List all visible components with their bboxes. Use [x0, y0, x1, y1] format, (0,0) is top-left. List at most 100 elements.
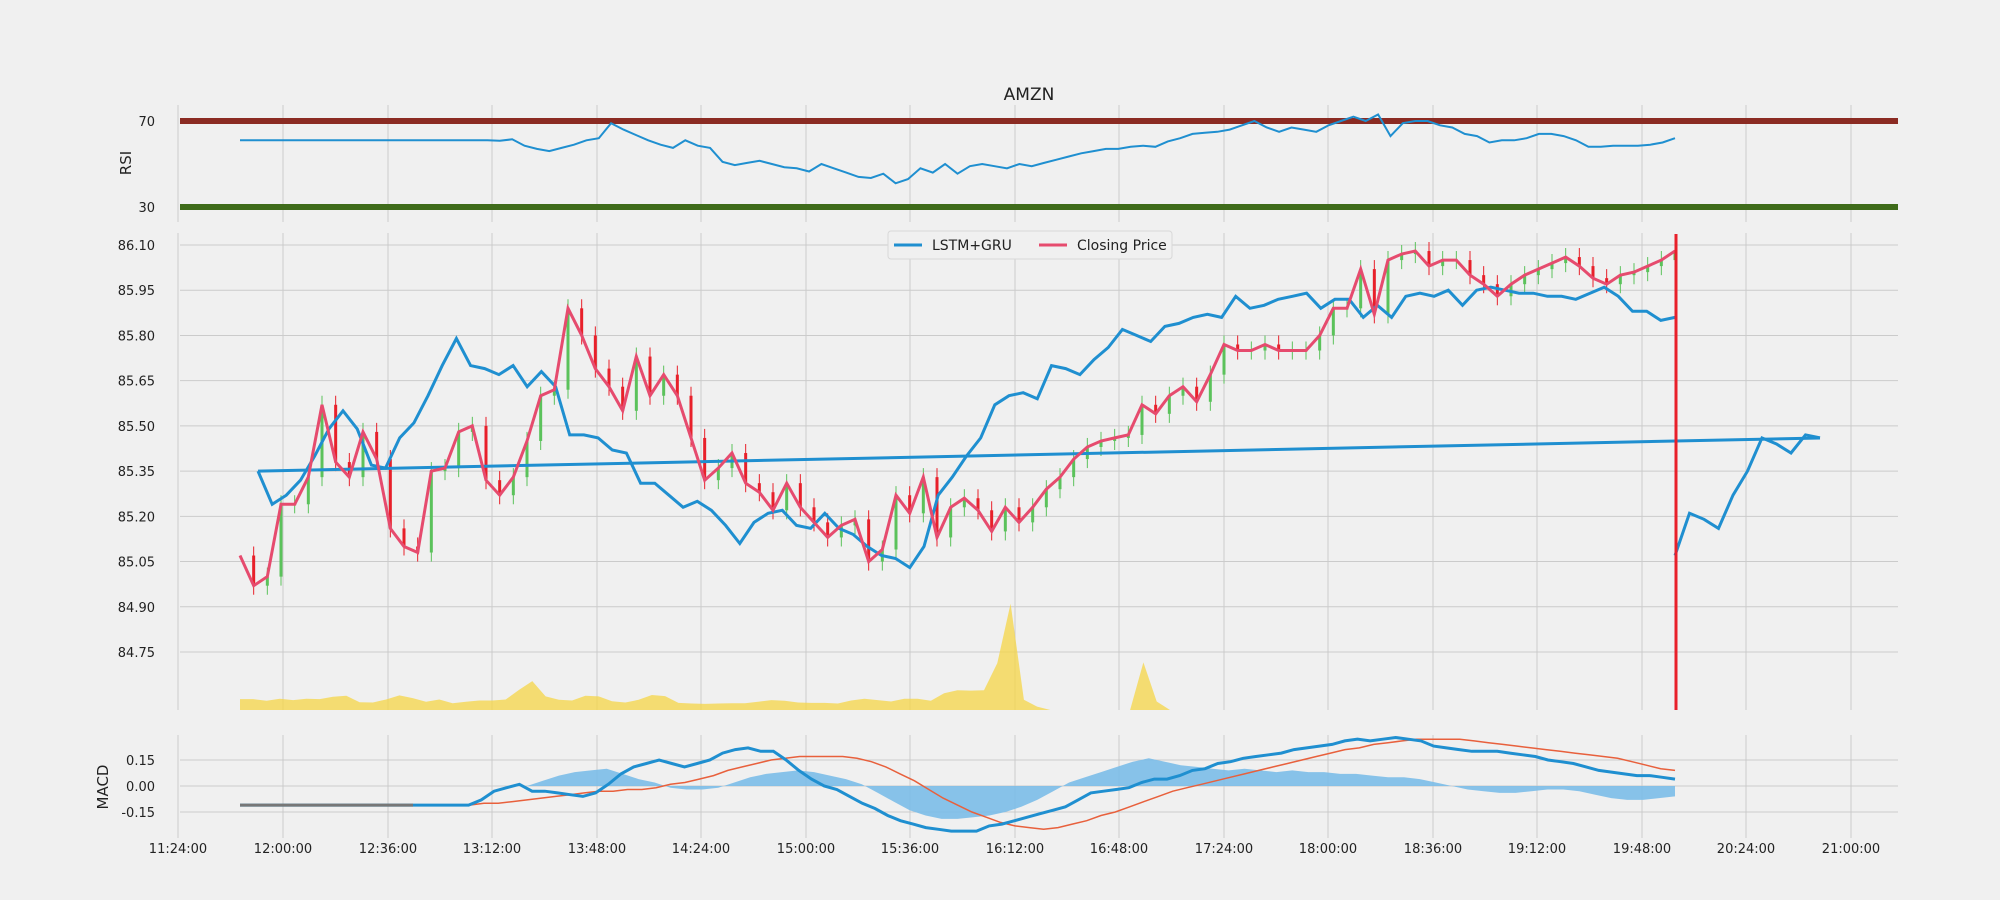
- legend-label-closing-price: Closing Price: [1077, 238, 1167, 254]
- macd-histogram-area: [240, 758, 1675, 819]
- candle-body: [716, 468, 720, 481]
- price-y-tick-label: 84.90: [118, 601, 155, 616]
- lstm-gru-forecast-line: [1673, 433, 1821, 556]
- x-tick-label: 13:48:00: [568, 842, 626, 857]
- candle-body: [1167, 395, 1171, 414]
- candle-body: [1564, 257, 1568, 264]
- candle-body: [757, 483, 761, 493]
- candle-body: [1277, 344, 1281, 351]
- rsi-y-tick-label: 70: [138, 115, 155, 130]
- candle-body: [976, 498, 980, 511]
- candle-body: [1331, 308, 1335, 336]
- price-y-tick-label: 85.65: [118, 375, 155, 390]
- x-tick-label: 12:36:00: [359, 842, 417, 857]
- x-tick-label: 21:00:00: [1822, 842, 1880, 857]
- candle-body: [388, 459, 392, 529]
- candle-body: [1126, 434, 1130, 438]
- candle-body: [908, 495, 912, 514]
- rsi-y-tick-label: 30: [138, 201, 155, 216]
- x-tick-label: 16:12:00: [986, 842, 1044, 857]
- x-tick-label: 16:48:00: [1090, 842, 1148, 857]
- candle-body: [1318, 335, 1322, 351]
- candle-body: [1236, 344, 1240, 351]
- candle-body: [1113, 437, 1117, 441]
- candle-body: [1263, 344, 1267, 351]
- candle-body: [306, 477, 310, 505]
- candle-body: [949, 507, 953, 538]
- candle-body: [935, 477, 939, 538]
- candle-body: [1195, 386, 1199, 402]
- x-tick-label: 18:36:00: [1404, 842, 1462, 857]
- candle-body: [634, 356, 638, 411]
- price-y-tick-label: 85.80: [118, 329, 155, 344]
- candle-body: [1618, 275, 1622, 285]
- candle-body: [1072, 459, 1076, 478]
- candle-body: [1482, 275, 1486, 285]
- candle-body: [1359, 269, 1363, 309]
- macd-signal-line: [240, 738, 1676, 831]
- candle-body: [1099, 440, 1103, 447]
- x-tick-label: 19:48:00: [1613, 842, 1671, 857]
- candle-body: [1605, 278, 1609, 285]
- chart-title: AMZN: [1004, 85, 1055, 105]
- candle-body: [621, 386, 625, 411]
- candle-body: [812, 507, 816, 523]
- macd-y-tick-label: -0.15: [121, 806, 155, 821]
- candle-body: [1468, 260, 1472, 276]
- candle-body: [607, 368, 611, 387]
- rsi-line: [240, 113, 1676, 185]
- candle-body: [798, 483, 802, 508]
- candle-body: [1044, 489, 1048, 508]
- candle-body: [429, 471, 433, 553]
- x-tick-label: 14:24:00: [672, 842, 730, 857]
- legend-label-lstm-gru: LSTM+GRU: [932, 238, 1012, 254]
- candle-body: [962, 498, 966, 508]
- candle-body: [662, 374, 666, 396]
- candle-body: [1646, 266, 1650, 273]
- candle-body: [552, 389, 556, 396]
- macd-y-axis-label: MACD: [94, 765, 112, 810]
- x-tick-label: 15:36:00: [881, 842, 939, 857]
- price-y-tick-label: 85.05: [118, 556, 155, 571]
- candle-body: [525, 440, 529, 478]
- candle-body: [1208, 374, 1212, 402]
- candle-body: [1523, 275, 1527, 285]
- macd-y-tick-label: 0.15: [126, 754, 155, 769]
- candle-body: [1222, 344, 1226, 375]
- candle-body: [1181, 386, 1185, 396]
- candle-body: [1536, 269, 1540, 276]
- candle-body: [539, 395, 543, 441]
- closing-price-line: [238, 249, 1676, 588]
- price-y-tick-label: 85.35: [118, 465, 155, 480]
- candle-body: [402, 528, 406, 547]
- candle-body: [1427, 251, 1431, 267]
- candle-body: [703, 437, 707, 481]
- price-panel: 86.10 85.95 85.80 85.65 85.50 85.35 85.20 85.05…: [118, 233, 1898, 710]
- candle-body: [334, 404, 338, 463]
- candle-body: [1591, 266, 1595, 279]
- x-tick-label: 20:24:00: [1717, 842, 1775, 857]
- candle-body: [457, 431, 461, 469]
- candle-body: [689, 395, 693, 438]
- candle-body: [1017, 507, 1021, 523]
- candle-body: [1003, 507, 1007, 532]
- candle-body: [648, 356, 652, 396]
- x-tick-label: 12:00:00: [254, 842, 312, 857]
- x-tick-label: 13:12:00: [463, 842, 521, 857]
- candle-body: [771, 492, 775, 511]
- x-tick-label: 15:00:00: [777, 842, 835, 857]
- candle-body: [252, 555, 256, 586]
- price-y-tick-label: 85.50: [118, 420, 155, 435]
- candle-body: [1577, 257, 1581, 267]
- candle-body: [1495, 284, 1499, 297]
- candle-body: [498, 480, 502, 496]
- candle-body: [1632, 272, 1636, 276]
- candle-body: [1550, 263, 1554, 270]
- candle-body: [867, 519, 871, 562]
- rsi-y-axis-label: RSI: [117, 151, 135, 175]
- x-tick-label: 17:24:00: [1195, 842, 1253, 857]
- candle-body: [826, 522, 830, 538]
- candle-body: [744, 453, 748, 484]
